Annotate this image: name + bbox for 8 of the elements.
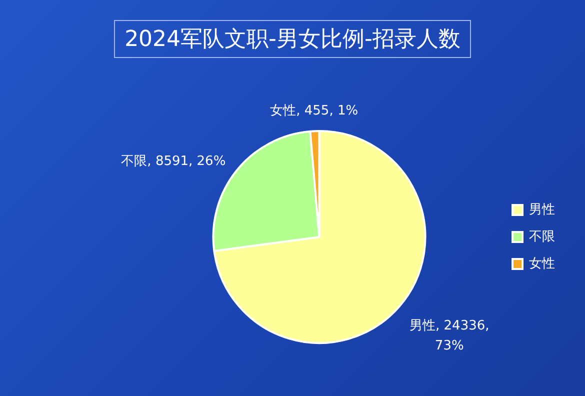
category-label: 女性, 455, 1% [270, 103, 358, 118]
slice-label: 男性 [410, 318, 436, 334]
legend-label: 不限 [529, 229, 555, 244]
legend-label: 男性 [529, 202, 555, 218]
category-label: 不限, 8591, 26% [121, 154, 226, 170]
data-label: , 24336, 73% [434, 318, 490, 354]
legend-label: 女性 [529, 256, 555, 272]
chart-title: 2024军队文职-男女比例-招录人数 [114, 20, 472, 58]
